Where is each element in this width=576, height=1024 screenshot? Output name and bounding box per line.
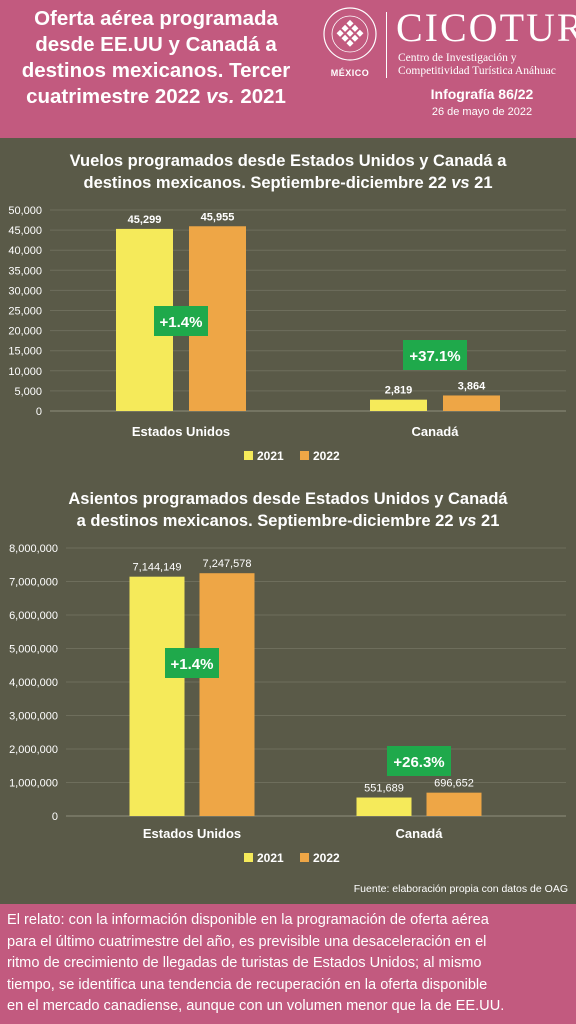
chart1-title: Vuelos programados desde Estados Unidos … bbox=[69, 152, 507, 192]
y-tick-label: 1,000,000 bbox=[9, 778, 58, 790]
y-tick-label: 4,000,000 bbox=[9, 677, 58, 689]
y-tick-label: 0 bbox=[52, 811, 58, 823]
category-label: Estados Unidos bbox=[132, 424, 230, 439]
growth-badge-label: +1.4% bbox=[160, 314, 203, 331]
category-label: Canadá bbox=[396, 826, 444, 841]
growth-badge bbox=[403, 340, 467, 370]
y-tick-label: 3,000,000 bbox=[9, 711, 58, 723]
y-tick-label: 25,000 bbox=[8, 306, 42, 318]
infographic-title: Oferta aérea programada desde EE.UU y Ca… bbox=[6, 6, 306, 110]
title-line: destinos mexicanos. Tercer bbox=[21, 59, 291, 82]
header-banner: Oferta aérea programada desde EE.UU y Ca… bbox=[0, 0, 576, 138]
bar-value-label: 45,955 bbox=[201, 211, 235, 223]
legend-label: 2021 bbox=[257, 449, 284, 463]
bar-2021-0 bbox=[129, 576, 185, 816]
brand-name: CICOTUR bbox=[396, 5, 576, 50]
legend-swatch bbox=[300, 451, 309, 460]
logo-mexico-text: MÉXICO bbox=[330, 68, 370, 78]
bar-value-label: 2,819 bbox=[385, 385, 413, 397]
y-tick-label: 5,000 bbox=[14, 386, 42, 398]
source-note: Fuente: elaboración propia con datos de … bbox=[353, 883, 568, 895]
bar-value-label: 7,247,578 bbox=[203, 558, 252, 570]
flights-bar-chart: 0 5,000 10,000 15,000 20,000 25,000 30,000 35,0… bbox=[8, 205, 566, 463]
infographic-number: Infografía 86/22 bbox=[430, 86, 534, 102]
bar-2022-1 bbox=[426, 792, 482, 816]
infographic-date: 26 de mayo de 2022 bbox=[431, 106, 533, 118]
legend-label: 2022 bbox=[313, 851, 340, 865]
y-tick-label: 45,000 bbox=[8, 225, 42, 237]
narrative-text: El relato: con la información disponible… bbox=[7, 912, 505, 1014]
seats-bar-chart: 0 1,000,000 2,000,000 3,000,000 4,000,000 5,0… bbox=[9, 543, 566, 865]
footer-banner: El relato: con la información disponible… bbox=[0, 904, 576, 1024]
growth-badge-label: +26.3% bbox=[393, 754, 444, 771]
chart2-title: Asientos programados desde Estados Unido… bbox=[68, 490, 508, 530]
bar-2022-0 bbox=[199, 573, 255, 816]
bar-value-label: 696,652 bbox=[434, 778, 474, 790]
legend-swatch bbox=[244, 853, 253, 862]
bar-value-label: 3,864 bbox=[458, 380, 486, 392]
legend-swatch bbox=[300, 853, 309, 862]
y-tick-label: 0 bbox=[36, 406, 42, 418]
bar-2021-1 bbox=[370, 399, 427, 411]
category-label: Canadá bbox=[412, 424, 460, 439]
y-tick-label: 8,000,000 bbox=[9, 543, 58, 555]
y-tick-label: 10,000 bbox=[8, 366, 42, 378]
y-tick-label: 35,000 bbox=[8, 265, 42, 277]
y-tick-label: 30,000 bbox=[8, 285, 42, 297]
university-seal-logo bbox=[323, 7, 377, 61]
y-tick-label: 40,000 bbox=[8, 245, 42, 257]
title-line: desde EE.UU y Canadá a bbox=[35, 33, 277, 56]
bar-2022-1 bbox=[443, 395, 500, 411]
bar-2021-1 bbox=[356, 797, 412, 816]
growth-badge bbox=[387, 746, 451, 776]
legend-label: 2021 bbox=[257, 851, 284, 865]
y-tick-label: 6,000,000 bbox=[9, 610, 58, 622]
title-line: Oferta aérea programada bbox=[34, 7, 278, 30]
header-divider bbox=[386, 12, 387, 78]
legend-label: 2022 bbox=[313, 449, 340, 463]
y-tick-label: 2,000,000 bbox=[9, 744, 58, 756]
legend-swatch bbox=[244, 451, 253, 460]
y-tick-label: 7,000,000 bbox=[9, 577, 58, 589]
y-tick-label: 15,000 bbox=[8, 346, 42, 358]
y-tick-label: 5,000,000 bbox=[9, 644, 58, 656]
growth-badge-label: +37.1% bbox=[409, 348, 460, 365]
growth-badge-label: +1.4% bbox=[171, 656, 214, 673]
title-line: cuatrimestre 2022 vs. 2021 bbox=[26, 85, 286, 108]
y-tick-label: 20,000 bbox=[8, 326, 42, 338]
bar-value-label: 551,689 bbox=[364, 783, 404, 795]
y-tick-label: 50,000 bbox=[8, 205, 42, 217]
growth-badge bbox=[154, 306, 208, 336]
category-label: Estados Unidos bbox=[143, 826, 241, 841]
growth-badge bbox=[165, 648, 219, 678]
bar-value-label: 45,299 bbox=[128, 214, 162, 226]
bar-value-label: 7,144,149 bbox=[133, 562, 182, 574]
brand-subtitle: Centro de Investigación y Competitividad… bbox=[398, 52, 556, 77]
